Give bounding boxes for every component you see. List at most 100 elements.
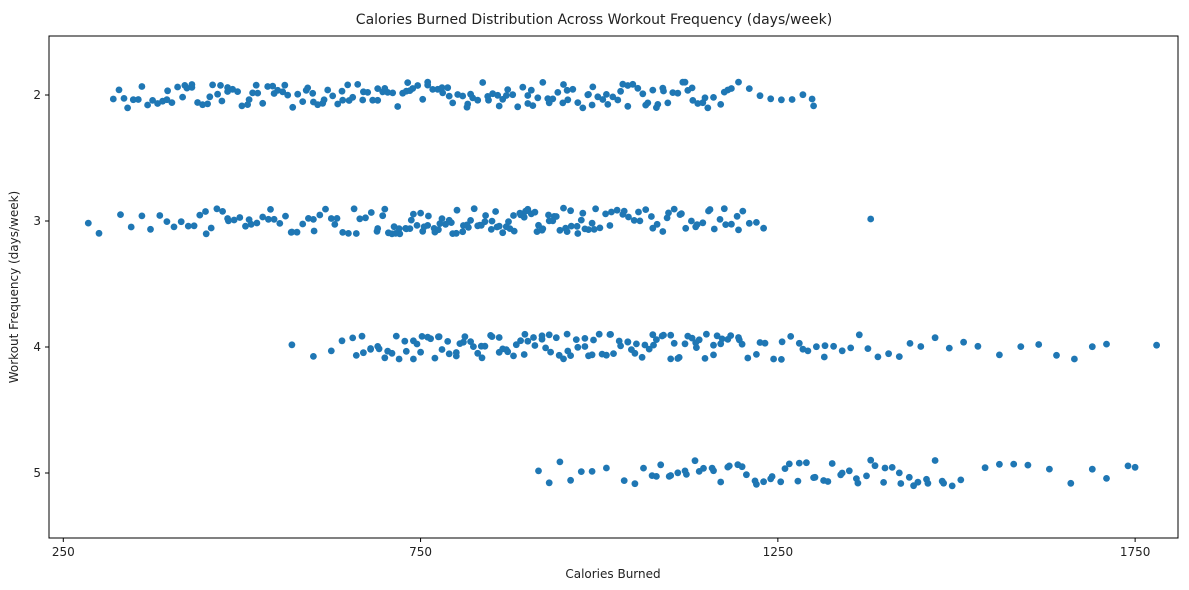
data-point bbox=[188, 81, 196, 88]
data-point bbox=[299, 220, 307, 228]
data-point bbox=[674, 89, 682, 97]
data-point bbox=[560, 355, 567, 363]
data-point bbox=[184, 222, 192, 230]
data-point bbox=[410, 210, 417, 218]
data-point bbox=[778, 356, 785, 363]
data-point bbox=[444, 338, 452, 345]
data-point bbox=[957, 476, 965, 484]
data-point bbox=[799, 345, 807, 353]
data-point bbox=[444, 84, 452, 92]
data-point bbox=[417, 348, 424, 356]
x-axis: 250 750 1250 1750 bbox=[52, 538, 1150, 559]
data-point bbox=[564, 96, 572, 104]
data-point bbox=[1035, 341, 1043, 348]
data-point bbox=[282, 212, 289, 220]
data-point bbox=[252, 81, 260, 89]
data-point bbox=[389, 89, 397, 97]
data-point bbox=[338, 87, 346, 95]
data-point bbox=[888, 464, 896, 471]
data-point bbox=[309, 89, 317, 97]
data-point bbox=[996, 351, 1003, 359]
data-point bbox=[855, 331, 863, 339]
data-point bbox=[293, 228, 301, 236]
data-point bbox=[356, 215, 364, 223]
data-point bbox=[1088, 465, 1096, 473]
data-point bbox=[609, 93, 617, 101]
data-point bbox=[485, 96, 492, 104]
data-point bbox=[606, 331, 614, 338]
data-point bbox=[310, 98, 317, 106]
data-point bbox=[594, 93, 602, 101]
data-point bbox=[653, 220, 661, 228]
data-point bbox=[369, 96, 377, 104]
data-point bbox=[733, 212, 741, 220]
data-point bbox=[620, 207, 628, 215]
data-point bbox=[494, 91, 502, 99]
data-point bbox=[820, 353, 828, 361]
data-point bbox=[214, 90, 222, 98]
data-point bbox=[352, 230, 360, 237]
data-point bbox=[838, 347, 846, 355]
data-point bbox=[467, 90, 474, 98]
data-point bbox=[602, 210, 609, 218]
data-point bbox=[948, 482, 956, 490]
data-point bbox=[331, 221, 339, 228]
data-point bbox=[710, 351, 717, 359]
data-point bbox=[761, 339, 769, 347]
data-point bbox=[579, 104, 587, 112]
data-point bbox=[574, 99, 582, 106]
data-point bbox=[521, 330, 529, 338]
data-point bbox=[204, 100, 212, 108]
data-point bbox=[563, 228, 571, 236]
data-point bbox=[613, 206, 621, 214]
data-point bbox=[596, 224, 604, 232]
data-point bbox=[449, 99, 457, 107]
data-point bbox=[716, 216, 724, 223]
data-point bbox=[445, 92, 453, 100]
data-point bbox=[667, 472, 675, 479]
data-point bbox=[567, 222, 575, 230]
data-point bbox=[322, 205, 329, 213]
data-point bbox=[1153, 341, 1160, 349]
data-point bbox=[461, 333, 469, 341]
data-point bbox=[510, 212, 517, 219]
data-point bbox=[352, 352, 360, 359]
data-point bbox=[724, 336, 732, 343]
data-point bbox=[650, 341, 657, 349]
data-point bbox=[660, 87, 667, 95]
data-point bbox=[267, 206, 274, 213]
data-point bbox=[265, 215, 272, 223]
data-point bbox=[713, 332, 721, 340]
data-point bbox=[756, 339, 764, 346]
data-point bbox=[691, 457, 699, 465]
data-point bbox=[164, 87, 172, 95]
x-tick-label: 750 bbox=[409, 545, 432, 559]
data-point bbox=[639, 90, 647, 98]
data-point bbox=[120, 95, 128, 102]
data-point bbox=[810, 102, 817, 110]
data-point bbox=[474, 96, 482, 104]
data-point bbox=[745, 85, 753, 92]
data-point bbox=[202, 230, 210, 238]
data-point bbox=[717, 101, 725, 108]
data-point bbox=[477, 222, 485, 229]
data-point bbox=[667, 331, 675, 339]
data-point bbox=[520, 351, 528, 358]
data-point bbox=[530, 334, 537, 341]
data-point bbox=[588, 219, 596, 227]
data-point bbox=[452, 349, 460, 356]
data-point bbox=[206, 93, 214, 101]
data-point bbox=[717, 478, 725, 486]
data-point bbox=[810, 474, 817, 481]
data-point bbox=[588, 101, 596, 109]
data-point bbox=[910, 482, 917, 490]
data-point bbox=[1053, 351, 1060, 359]
data-point bbox=[931, 457, 939, 464]
data-point bbox=[404, 79, 412, 86]
data-point bbox=[531, 208, 539, 216]
data-point bbox=[641, 341, 649, 349]
data-point bbox=[767, 475, 775, 483]
data-point bbox=[604, 101, 612, 108]
data-point bbox=[617, 342, 624, 350]
data-point bbox=[202, 208, 209, 215]
